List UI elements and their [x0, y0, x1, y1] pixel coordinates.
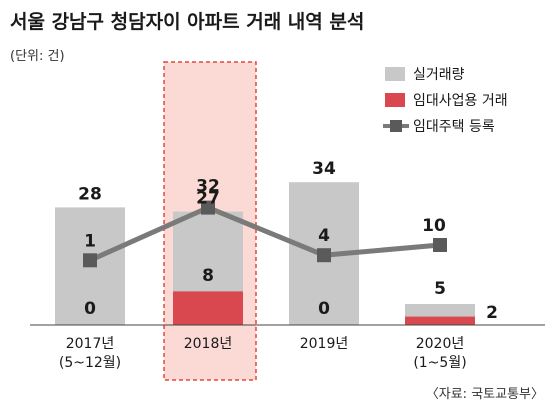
- label-rental-business-2: 0: [318, 299, 330, 319]
- legend-swatch-total: [385, 67, 405, 81]
- bar-rental-business-1: [173, 291, 243, 325]
- label-registered-2: 4: [318, 226, 330, 246]
- marker-registered-2: [317, 248, 331, 263]
- label-registered-1: 32: [196, 177, 220, 197]
- label-rental-business-0: 0: [84, 299, 96, 319]
- legend-label-registered: 임대주택 등록: [413, 119, 495, 135]
- label-registered-0: 1: [84, 231, 96, 251]
- category-label-3-0: 2020년: [416, 336, 465, 352]
- category-label-3-1: (1~5월): [413, 355, 466, 371]
- marker-registered-1: [201, 200, 215, 215]
- bar-rental-business-3: [405, 316, 475, 325]
- category-label-0-1: (5~12월): [59, 355, 121, 371]
- category-labels: 2017년 (5~12월) 2018년 2019년 2020년 (1~5월): [59, 336, 467, 371]
- label-registered-3: 10: [422, 216, 446, 236]
- category-label-2-0: 2019년: [300, 336, 349, 352]
- marker-registered-3: [433, 238, 447, 252]
- label-total-0: 28: [78, 184, 102, 204]
- label-total-3: 5: [434, 279, 446, 299]
- bars-layer: [55, 182, 475, 325]
- line-registered: [88, 205, 441, 263]
- category-label-1-0: 2018년: [184, 336, 233, 352]
- category-label-0-0: 2017년: [66, 336, 115, 352]
- legend-label-rental-business: 임대사업용 거래: [413, 93, 508, 109]
- label-rental-business-1: 8: [202, 266, 214, 286]
- chart-title: 서울 강남구 청담자이 아파트 거래 내역 분석: [10, 11, 364, 33]
- marker-registered-0: [83, 253, 97, 268]
- label-total-2: 34: [312, 159, 336, 179]
- unit-label: (단위: 건): [10, 49, 65, 64]
- legend-swatch-rental-business: [385, 93, 405, 107]
- legend: 실거래량 임대사업용 거래 임대주택 등록: [374, 60, 544, 144]
- label-total-1: 27: [196, 189, 220, 209]
- legend-label-total: 실거래량: [413, 67, 465, 83]
- labels-layer: 28 27 34 5 0 8 0 2 1 32 4 10: [78, 159, 498, 323]
- label-rental-business-3: 2: [486, 303, 498, 323]
- line-layer: [83, 200, 447, 268]
- legend-marker-registered: [390, 120, 402, 132]
- source-note: 〈자료: 국토교통부〉: [426, 387, 544, 402]
